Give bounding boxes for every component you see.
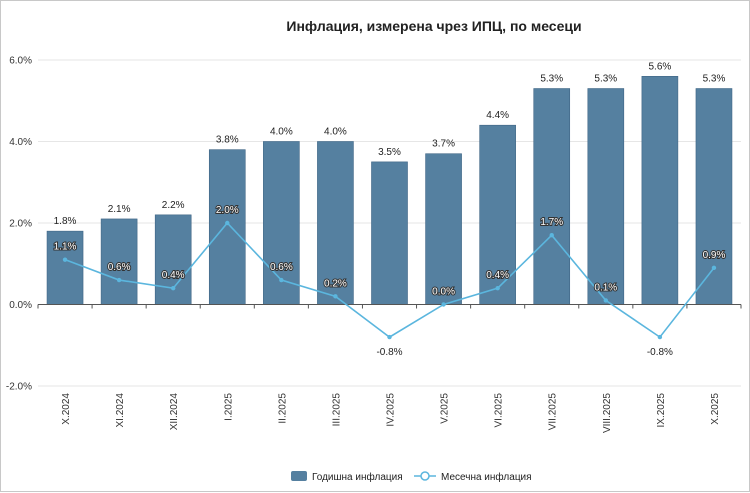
- x-tick-label: I.2025: [223, 393, 234, 421]
- y-tick-label: -2.0%: [6, 382, 32, 393]
- line-point: [62, 257, 68, 262]
- line-data-label: 0.1%: [594, 282, 617, 293]
- bar: [263, 141, 300, 305]
- bar-data-label: 1.8%: [54, 216, 77, 227]
- bar: [587, 88, 625, 305]
- line-data-label: 0.4%: [486, 270, 509, 281]
- line-data-label: 0.2%: [324, 278, 347, 289]
- bar-data-label: 3.8%: [216, 135, 239, 146]
- x-tick-label: XI.2024: [115, 393, 126, 428]
- bar-data-label: 2.1%: [108, 204, 131, 215]
- bar-data-label: 3.5%: [378, 147, 401, 158]
- line-point: [387, 334, 392, 340]
- legend-label-monthly: Месечна инфлация: [441, 471, 532, 483]
- bar-data-label: 5.6%: [648, 61, 671, 72]
- bar-data-label: 5.3%: [703, 74, 726, 85]
- legend-line-marker: [420, 471, 430, 481]
- line-data-label: 1.7%: [540, 217, 563, 228]
- legend: Годишна инфлация Месечна инфлация: [291, 471, 532, 483]
- x-tick-label: VII.2025: [548, 393, 559, 431]
- y-tick-label: 6.0%: [9, 56, 32, 67]
- chart-title: Инфлация, измерена чрез ИПЦ, по месеци: [286, 18, 581, 34]
- bar-data-labels: 1.8% 2.1% 2.2% 3.8% 4.0% 4.0% 3.5% 3.7% 4.4% 5.3%…: [54, 61, 726, 227]
- line-point: [657, 334, 663, 340]
- x-tick-label: VI.2025: [494, 393, 505, 428]
- line-data-label: -0.8%: [376, 347, 402, 358]
- bar: [154, 214, 192, 305]
- line-point: [603, 298, 609, 303]
- bar: [46, 230, 84, 305]
- line-data-label: 2.0%: [216, 205, 239, 216]
- bar: [425, 153, 462, 305]
- x-tick-label: XII.2024: [169, 393, 180, 431]
- line-point: [116, 277, 122, 283]
- line-series: [62, 220, 717, 340]
- line-data-label: 0.0%: [432, 287, 455, 298]
- bar-data-label: 5.3%: [594, 74, 617, 85]
- bar-data-label: 4.0%: [270, 127, 293, 138]
- line-data-labels: 1.1% 0.6% 0.4% 2.0% 0.6% 0.2% -0.8% 0.0% 0.4% 1.7…: [53, 204, 727, 358]
- line-point: [549, 233, 554, 238]
- y-tick-label: 2.0%: [9, 219, 32, 230]
- y-tick-label: 4.0%: [9, 137, 32, 148]
- line-point: [225, 220, 230, 226]
- x-axis: X.2024 XI.2024 XII.2024 I.2025 II.2025 III.20…: [37, 304, 742, 433]
- x-tick-label: IV.2025: [386, 393, 397, 427]
- bar-series: [46, 76, 733, 305]
- line-point: [495, 286, 500, 291]
- bar: [641, 76, 679, 305]
- line-point: [170, 286, 176, 291]
- bar: [533, 88, 571, 305]
- bar: [208, 149, 246, 305]
- y-axis: 6.0% 4.0% 2.0% 0.0% -2.0%: [6, 56, 32, 393]
- y-tick-label: 0.0%: [9, 300, 32, 311]
- bar-data-label: 4.0%: [324, 127, 347, 138]
- legend-bar-swatch: [291, 471, 307, 481]
- x-tick-label: VIII.2025: [602, 393, 613, 433]
- bar-data-label: 4.4%: [486, 110, 509, 121]
- bar: [479, 124, 516, 305]
- x-tick-label: X.2024: [61, 393, 72, 425]
- line-data-label: 0.6%: [108, 262, 131, 273]
- line-data-label: 0.6%: [270, 262, 293, 273]
- line-point: [333, 294, 338, 299]
- x-tick-label: IX.2025: [656, 393, 667, 428]
- x-tick-label: III.2025: [331, 393, 342, 427]
- bar: [695, 88, 733, 305]
- line-point: [711, 265, 717, 271]
- bar-data-label: 3.7%: [432, 139, 455, 150]
- bar: [371, 161, 408, 305]
- x-tick-label: X.2025: [710, 393, 721, 425]
- x-tick-label: V.2025: [440, 393, 451, 424]
- line-data-label: 0.4%: [162, 270, 185, 281]
- bar: [317, 141, 354, 305]
- line-point: [441, 302, 446, 307]
- line-data-label: -0.8%: [647, 347, 673, 358]
- bar-data-label: 5.3%: [540, 74, 563, 85]
- x-tick-label: II.2025: [277, 393, 288, 424]
- line-data-label: 1.1%: [54, 242, 77, 253]
- bar-data-label: 2.2%: [162, 200, 185, 211]
- line-data-label: 0.9%: [703, 250, 726, 261]
- legend-label-annual: Годишна инфлация: [312, 471, 403, 483]
- line-point: [279, 277, 284, 283]
